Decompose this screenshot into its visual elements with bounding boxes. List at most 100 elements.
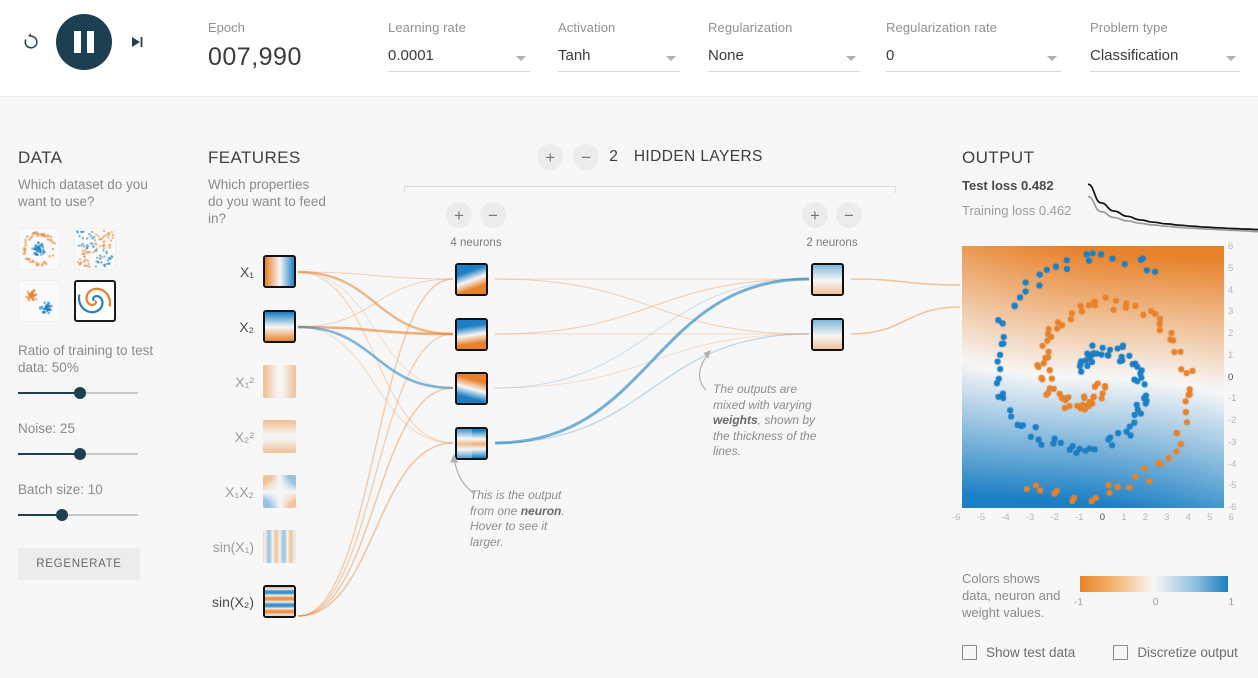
node-output-arrow — [486, 439, 488, 449]
feature-node-6[interactable] — [263, 530, 296, 563]
legend-description: Colors shows data, neuron and weight val… — [962, 571, 1061, 620]
weights-annotation-bold: weights — [713, 413, 758, 427]
feature-label: X₂² — [234, 428, 254, 445]
node-output-arrow — [294, 597, 296, 607]
axis-tick: 3 — [1164, 512, 1170, 523]
connection-line — [297, 387, 454, 617]
layer-2-neuron-count: 2 neurons — [806, 237, 858, 249]
activation-select[interactable]: Tanh — [558, 47, 680, 72]
regularization-rate-select[interactable]: 0 — [886, 47, 1061, 72]
connection-line — [297, 326, 454, 444]
slider-knob[interactable] — [56, 509, 68, 521]
feature-node-4[interactable] — [263, 420, 296, 453]
dataset-gauss[interactable] — [18, 280, 60, 322]
activation-label: Activation — [558, 20, 616, 35]
feature-label: X₂ — [239, 318, 254, 335]
slider-knob[interactable] — [74, 448, 86, 460]
neuron-thumbnail — [813, 265, 842, 294]
discretize-output-checkbox[interactable]: Discretize output — [1113, 645, 1238, 660]
dataset-circle[interactable] — [18, 228, 60, 270]
color-legend-bar — [1080, 576, 1228, 592]
layer-2-controls: + − 2 neurons — [802, 202, 862, 249]
feature-node-2[interactable] — [263, 310, 296, 343]
feature-row: X₂² — [208, 420, 296, 453]
remove-neuron-layer-1-button[interactable]: − — [480, 202, 506, 228]
learning-rate-value: 0.0001 — [388, 47, 434, 64]
color-legend-scale: -1 0 1 — [1074, 597, 1234, 608]
feature-label: X₁ — [239, 263, 254, 280]
feature-thumbnail — [265, 312, 294, 341]
connection-line — [494, 278, 810, 335]
axis-tick: 0 — [1099, 512, 1106, 523]
neuron-thumbnail — [457, 320, 486, 349]
test-loss-label: Test loss — [962, 178, 1018, 193]
add-neuron-layer-2-button[interactable]: + — [802, 202, 828, 228]
feature-node-1[interactable] — [263, 255, 296, 288]
add-layer-button[interactable]: + — [537, 144, 564, 170]
slider-knob[interactable] — [74, 387, 86, 399]
play-pause-button[interactable] — [56, 14, 112, 70]
node-output-arrow — [842, 330, 844, 340]
batch-label: Batch size: 10 — [18, 481, 178, 498]
output-panel-title: OUTPUT — [962, 148, 1035, 167]
feature-row: sin(X₂) — [208, 585, 296, 618]
step-forward-icon[interactable] — [124, 29, 150, 55]
noise-slider[interactable] — [18, 447, 178, 461]
show-test-data-label: Show test data — [986, 645, 1076, 660]
feature-node-7[interactable] — [263, 585, 296, 618]
remove-layer-button[interactable]: − — [573, 144, 600, 170]
axis-tick: 0 — [1228, 371, 1234, 383]
feature-thumbnail — [263, 530, 296, 563]
axis-tick: 3 — [1228, 306, 1234, 318]
feature-node-3[interactable] — [263, 365, 296, 398]
add-neuron-layer-1-button[interactable]: + — [446, 202, 472, 228]
hidden-neuron-2-1[interactable] — [811, 263, 844, 296]
regularization-select[interactable]: None — [708, 47, 860, 72]
feature-node-5[interactable] — [263, 475, 296, 508]
node-output-arrow — [294, 322, 296, 332]
xor-dataset-icon — [75, 229, 115, 269]
ratio-slider-block: Ratio of training to test data: 50% — [18, 342, 178, 400]
feature-row: X₁ — [208, 255, 296, 288]
connection-line — [297, 271, 454, 444]
gauss-dataset-icon — [25, 289, 53, 315]
activation-value: Tanh — [558, 47, 591, 64]
neuron-annotation-arrow — [450, 454, 475, 495]
batch-slider[interactable] — [18, 508, 178, 522]
axis-tick: -1 — [1075, 512, 1084, 523]
feature-label: sin(X₂) — [212, 593, 254, 610]
slider-fill — [18, 514, 62, 516]
pause-icon — [74, 31, 94, 53]
loss-line-test-loss — [1088, 183, 1258, 231]
neuron-annotation-p2: . Hover to see it larger. — [470, 503, 565, 549]
weights-annotation: The outputs are mixed with varying weigh… — [713, 382, 817, 460]
feature-row: X₂ — [208, 310, 296, 343]
regenerate-button[interactable]: REGENERATE — [18, 548, 140, 580]
feature-label: X₁² — [235, 373, 254, 390]
loss-curve-chart — [1088, 183, 1258, 233]
remove-neuron-layer-2-button[interactable]: − — [836, 202, 862, 228]
hidden-neuron-2-2[interactable] — [811, 318, 844, 351]
hidden-neuron-1-2[interactable] — [455, 318, 488, 351]
hidden-neuron-1-4[interactable] — [455, 427, 488, 460]
show-test-data-checkbox[interactable]: Show test data — [962, 645, 1075, 660]
hidden-neuron-1-1[interactable] — [455, 263, 488, 296]
neuron-thumbnail — [457, 374, 486, 403]
output-heatmap[interactable] — [962, 246, 1224, 508]
dataset-xor[interactable] — [74, 228, 116, 270]
learning-rate-select[interactable]: 0.0001 — [388, 47, 530, 72]
problem-type-select[interactable]: Classification — [1090, 47, 1240, 72]
feature-row: X₁² — [208, 365, 296, 398]
ratio-slider[interactable] — [18, 386, 178, 400]
ratio-value: 50% — [51, 360, 79, 375]
connection-line — [494, 278, 810, 389]
hidden-layers-header: + − 2 HIDDEN LAYERS — [404, 144, 896, 170]
reset-icon[interactable] — [18, 29, 44, 55]
features-panel: FEATURES Which properties do you want to… — [208, 148, 328, 227]
noise-label: Noise: 25 — [18, 420, 178, 437]
dataset-spiral[interactable] — [74, 280, 116, 322]
ratio-label: Ratio of training to test data: 50% — [18, 342, 178, 376]
connection-line — [850, 278, 961, 286]
weights-annotation-p1: The outputs are mixed with varying — [713, 382, 812, 412]
hidden-neuron-1-3[interactable] — [455, 372, 488, 405]
